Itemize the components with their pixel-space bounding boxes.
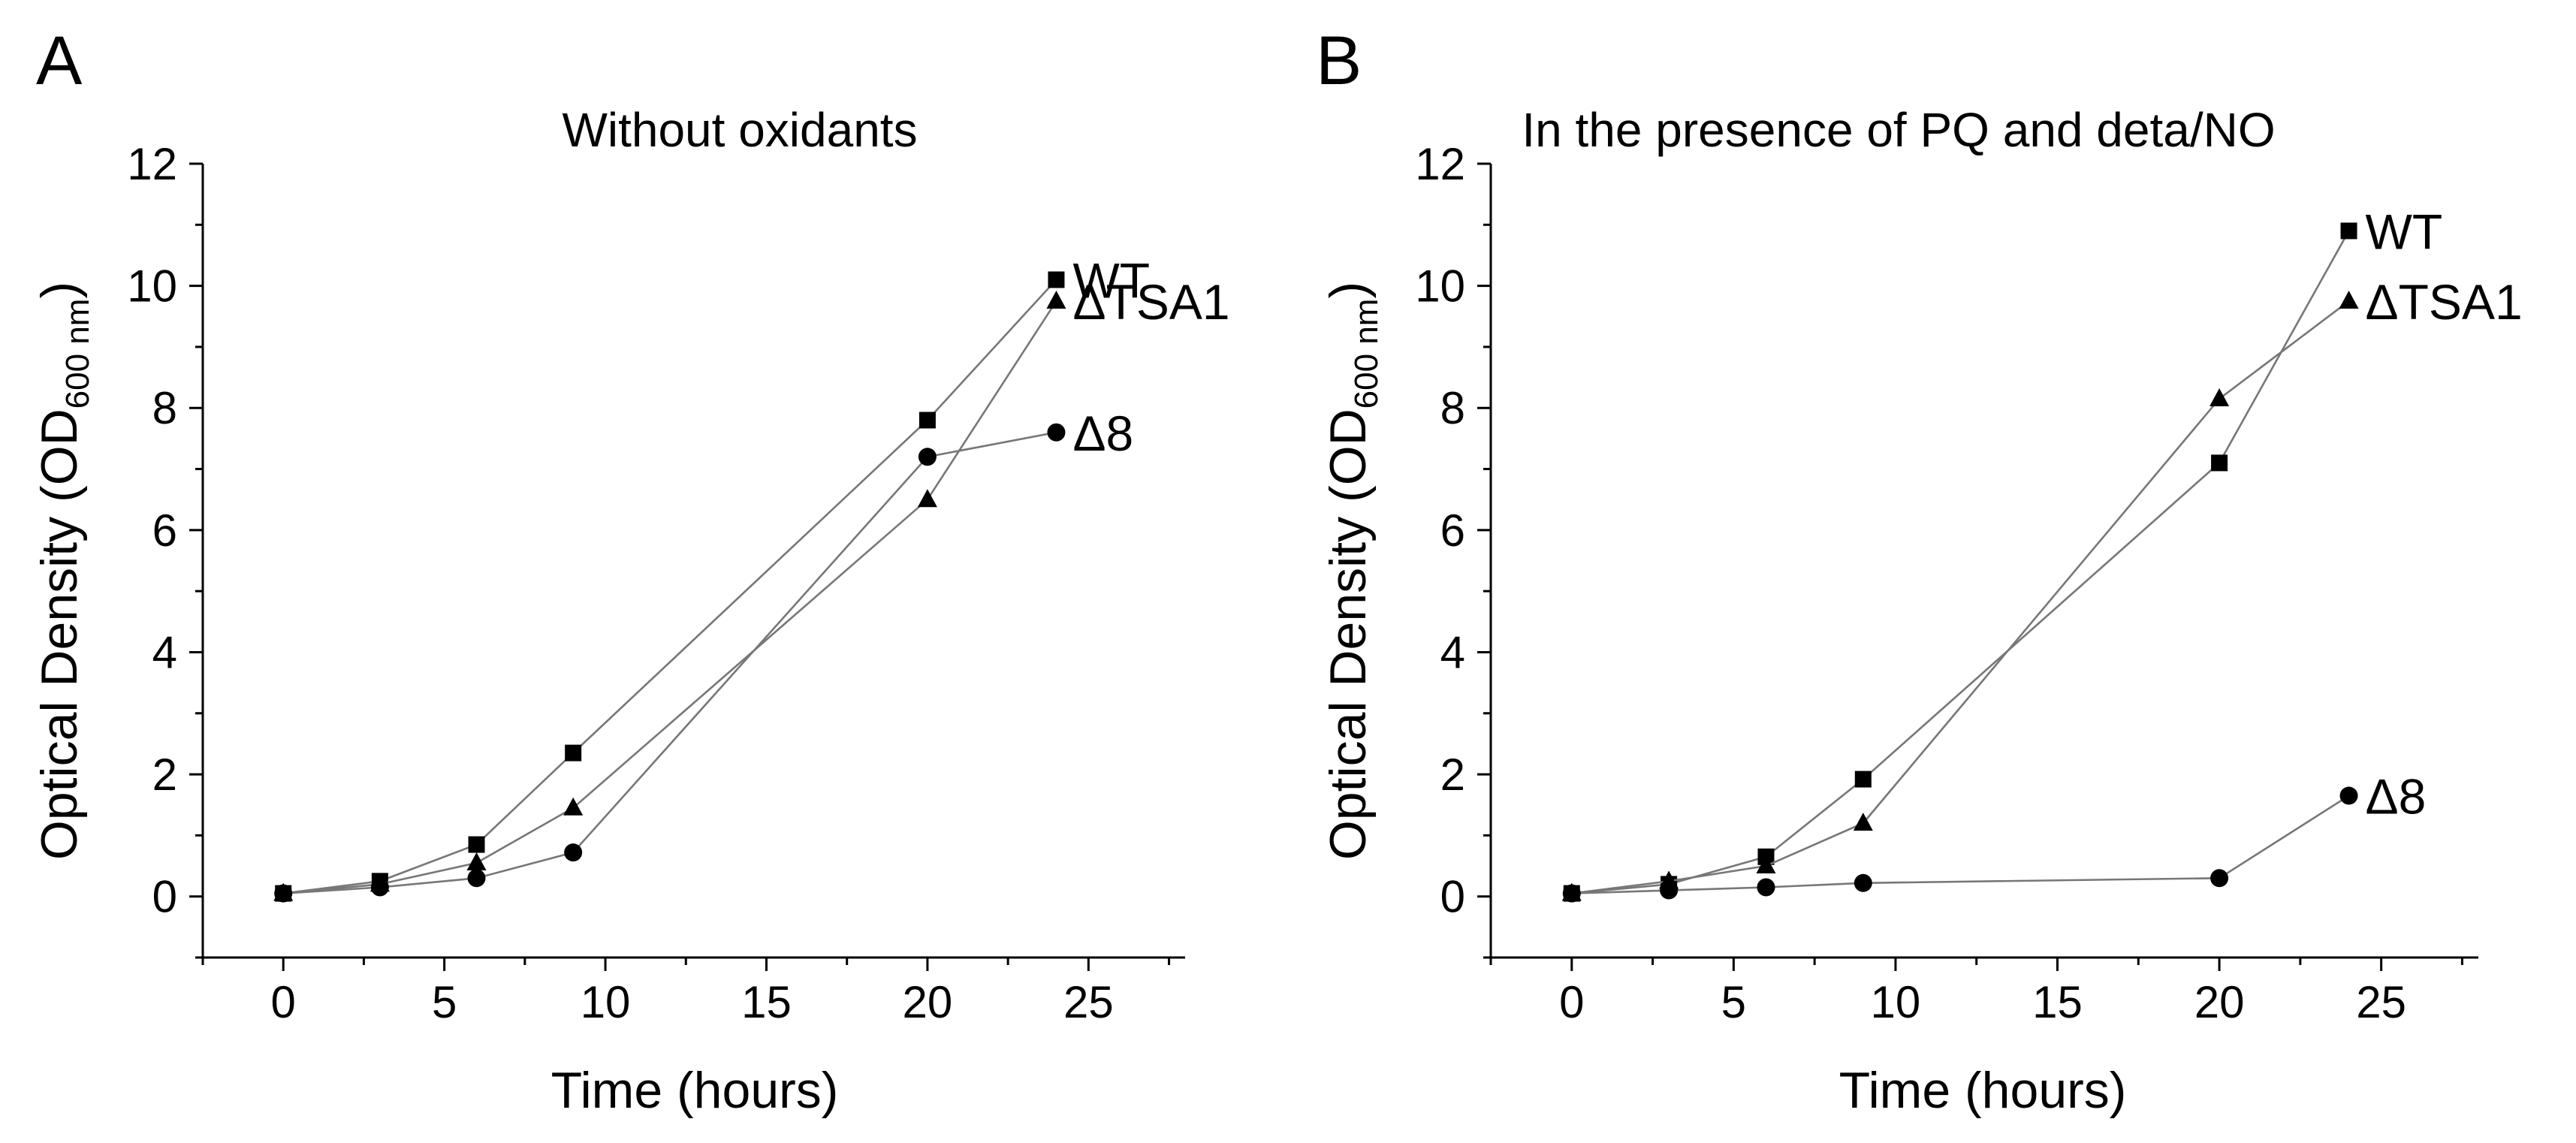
marker-delta-8 xyxy=(1660,881,1679,900)
series-label-wt: WT xyxy=(1072,252,1150,308)
x-tick-label: 10 xyxy=(1871,977,1921,1027)
series-line-delta-8 xyxy=(1571,795,2350,894)
marker-delta-8 xyxy=(564,843,583,862)
y-axis-label: Optical Density (OD600 nm) xyxy=(1320,282,1385,860)
y-axis-label-subscript: 600 nm xyxy=(1348,299,1385,409)
series-line-wt xyxy=(1571,230,2350,894)
x-tick-label: 15 xyxy=(2032,977,2083,1027)
marker-delta-8 xyxy=(370,878,389,897)
x-tick-label: 25 xyxy=(1063,977,1114,1027)
series-label-delta-tsa1: ΔTSA1 xyxy=(1072,274,1229,330)
x-tick-label: 20 xyxy=(903,977,953,1027)
panel-letter: B xyxy=(1316,23,1362,99)
marker-delta-tsa1 xyxy=(2339,290,2359,309)
marker-wt xyxy=(2211,454,2228,472)
series-label-delta-8: Δ8 xyxy=(2366,769,2427,825)
x-tick-label: 0 xyxy=(271,977,296,1027)
marker-delta-8 xyxy=(467,869,486,888)
y-tick-label: 4 xyxy=(1440,627,1465,677)
marker-wt xyxy=(468,836,485,853)
y-tick-label: 6 xyxy=(1440,505,1465,556)
axes: 0 2 4 6 8 10 12 0 5 10 15 20 25 xyxy=(1415,139,2478,1027)
x-axis-label: Time (hours) xyxy=(1839,1062,2127,1119)
x-axis-label: Time (hours) xyxy=(551,1062,839,1119)
marker-delta-8 xyxy=(1562,884,1581,903)
marker-delta-8 xyxy=(274,884,293,903)
y-tick-label: 6 xyxy=(152,505,177,556)
series-label-wt: WT xyxy=(2366,204,2443,259)
y-tick-label: 4 xyxy=(152,627,177,677)
marker-delta-tsa1 xyxy=(563,797,584,816)
chart-title: Without oxidants xyxy=(562,103,917,157)
marker-delta-8 xyxy=(1047,423,1066,442)
y-tick-label: 12 xyxy=(127,139,177,189)
series-label-delta-tsa1: ΔTSA1 xyxy=(2366,274,2523,330)
y-tick-label: 8 xyxy=(1440,383,1465,433)
y-tick-label: 2 xyxy=(1440,749,1465,800)
marker-wt xyxy=(918,412,936,429)
marker-delta-tsa1 xyxy=(1046,290,1066,309)
y-axis-label-close: ) xyxy=(31,282,88,299)
x-tick-label: 5 xyxy=(432,977,457,1027)
x-tick-label: 5 xyxy=(1721,977,1746,1027)
series-label-delta-8: Δ8 xyxy=(1072,406,1133,461)
series-line-delta-tsa1 xyxy=(283,300,1057,894)
y-tick-label: 10 xyxy=(1415,261,1465,312)
marker-wt xyxy=(1854,771,1872,788)
y-axis-label: Optical Density (OD600 nm) xyxy=(31,282,96,860)
marker-wt xyxy=(565,744,582,761)
series-line-delta-tsa1 xyxy=(1571,300,2350,894)
x-tick-label: 25 xyxy=(2356,977,2406,1027)
marker-delta-tsa1 xyxy=(2210,388,2230,407)
marker-delta-8 xyxy=(1757,878,1775,897)
panel-a: A Without oxidants Optical Density (OD60… xyxy=(31,23,1230,1119)
panel-b: B In the presence of PQ and deta/NO Opti… xyxy=(1316,23,2523,1119)
axes: 0 2 4 6 8 10 12 0 5 10 15 20 25 xyxy=(127,139,1185,1027)
marker-delta-8 xyxy=(2210,869,2229,888)
y-axis-label-close: ) xyxy=(1320,282,1377,299)
y-tick-label: 12 xyxy=(1415,139,1465,189)
marker-wt xyxy=(1048,271,1065,288)
y-axis-label-subscript: 600 nm xyxy=(59,299,96,409)
series-line-delta-8 xyxy=(283,431,1057,894)
marker-delta-tsa1 xyxy=(466,852,487,870)
y-tick-label: 0 xyxy=(1440,872,1465,922)
chart-title: In the presence of PQ and deta/NO xyxy=(1522,103,2275,157)
marker-delta-tsa1 xyxy=(917,489,937,508)
series-layer: WT ΔTSA1 Δ8 xyxy=(1561,204,2523,903)
y-axis-label-main: Optical Density (OD xyxy=(1320,409,1377,860)
marker-delta-8 xyxy=(2339,786,2358,805)
x-tick-label: 15 xyxy=(741,977,792,1027)
series-line-wt xyxy=(283,279,1057,894)
y-tick-label: 8 xyxy=(152,383,177,433)
x-tick-label: 10 xyxy=(581,977,631,1027)
marker-delta-8 xyxy=(918,448,937,466)
marker-delta-8 xyxy=(1854,873,1872,892)
y-tick-label: 10 xyxy=(127,261,177,312)
x-tick-label: 20 xyxy=(2194,977,2245,1027)
y-tick-label: 2 xyxy=(152,749,177,800)
y-tick-label: 0 xyxy=(152,872,177,922)
marker-wt xyxy=(2340,222,2357,240)
y-axis-label-main: Optical Density (OD xyxy=(31,409,88,860)
panel-letter: A xyxy=(36,23,83,99)
x-tick-label: 0 xyxy=(1559,977,1584,1027)
marker-delta-tsa1 xyxy=(1853,813,1873,831)
marker-delta-tsa1 xyxy=(1756,855,1776,874)
